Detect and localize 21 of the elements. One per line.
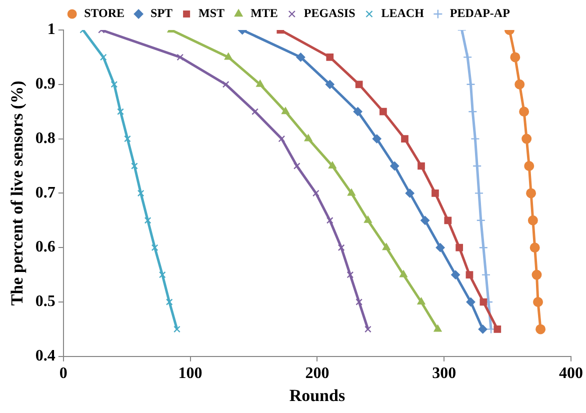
y-tick-label: 0.9 [35, 76, 56, 93]
legend-label: STORE [84, 6, 125, 20]
x-tick-label: 100 [178, 365, 202, 382]
x-tick-label: 300 [432, 365, 456, 382]
x-tick-label: 200 [305, 365, 330, 382]
legend-label: MTE [250, 6, 278, 20]
y-tick-label: 0.4 [35, 348, 56, 365]
x-tick-label: 400 [559, 365, 583, 382]
legend-label: MST [198, 6, 225, 20]
y-tick-label: 0.7 [35, 184, 56, 202]
x-axis-title: Rounds [289, 386, 346, 406]
legend-label: PEGASIS [304, 6, 356, 20]
y-tick-label: 0.8 [35, 130, 56, 147]
x-tick-label: 0 [59, 365, 68, 382]
y-axis-title: The percent of live sensors (%) [8, 80, 27, 306]
legend-label: LEACH [381, 6, 425, 20]
legend-label: PEDAP-AP [450, 6, 510, 20]
y-tick-label: 1 [47, 21, 56, 38]
legend-label: SPT [150, 6, 173, 20]
y-tick-label: 0.6 [35, 238, 56, 256]
y-tick-label: 0.5 [35, 293, 56, 310]
